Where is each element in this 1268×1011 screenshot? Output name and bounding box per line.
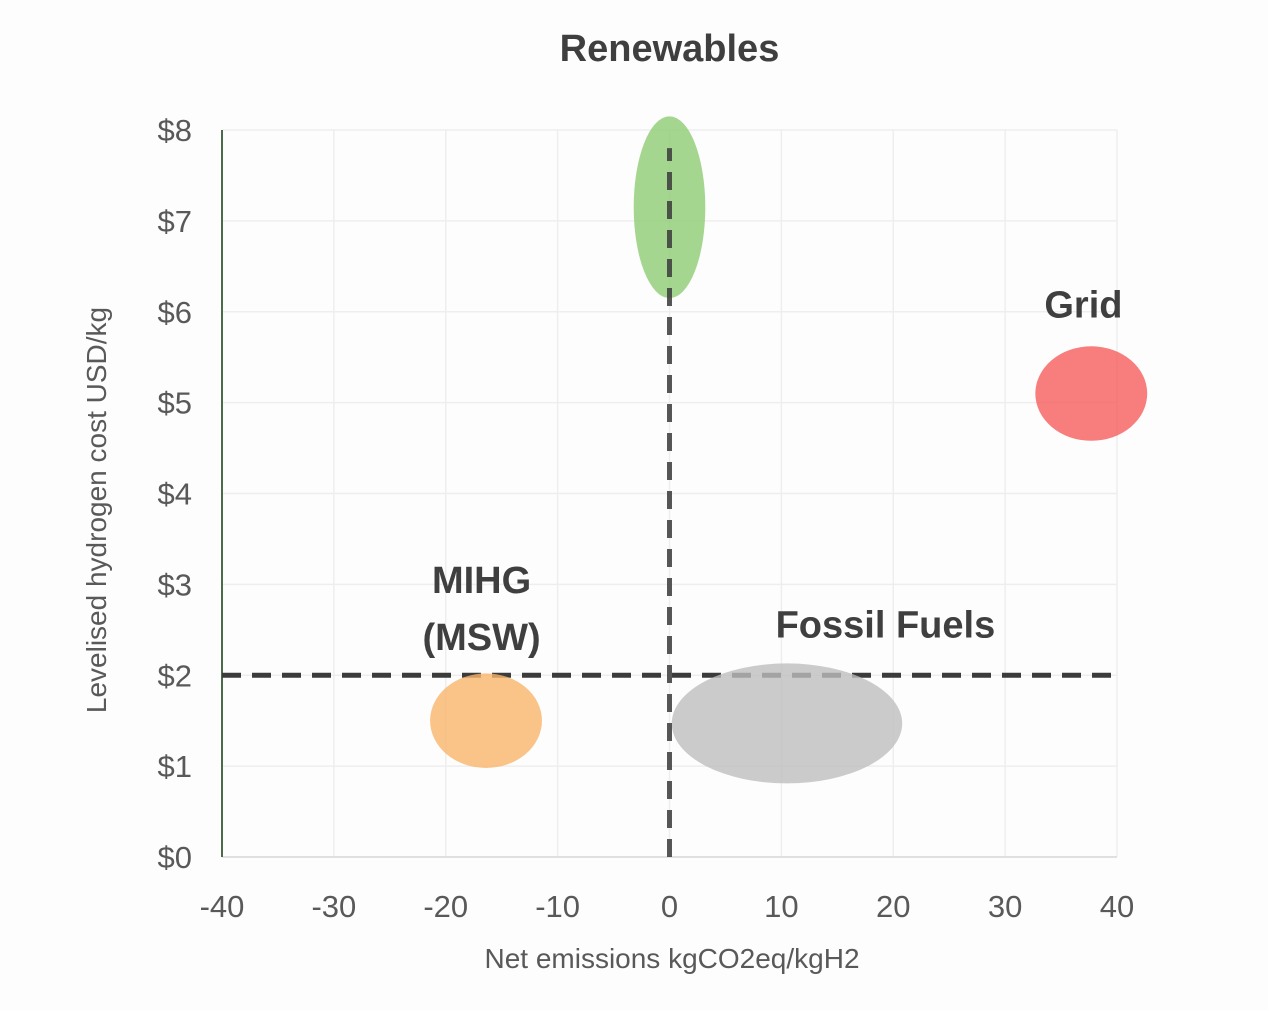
x-tick-label: 10	[764, 889, 798, 924]
x-tick-label: -10	[535, 889, 580, 924]
x-tick-label: -30	[311, 889, 356, 924]
y-tick-label: $1	[158, 749, 192, 784]
y-axis-title: Levelised hydrogen cost USD/kg	[81, 307, 112, 713]
x-axis-title: Net emissions kgCO2eq/kgH2	[484, 943, 859, 974]
x-tick-label: 20	[876, 889, 910, 924]
x-tick-label: 0	[661, 889, 678, 924]
y-tick-label: $8	[158, 113, 192, 148]
tick-labels: -40 -30 -20 -10 0 10 20 30 40 $0 $1 $2 $3 $4 $5 $6 $7 $8	[158, 113, 1135, 924]
y-tick-label: $2	[158, 658, 192, 693]
series-labels: Renewables Grid MIHG (MSW) Fossil Fuels	[422, 28, 1122, 659]
x-tick-label: 40	[1100, 889, 1134, 924]
y-tick-label: $3	[158, 567, 192, 602]
y-tick-label: $7	[158, 204, 192, 239]
label-renewables: Renewables	[560, 28, 780, 70]
data-bubbles	[430, 116, 1148, 784]
bubble-fossil-fuels	[671, 663, 903, 784]
y-tick-label: $6	[158, 295, 192, 330]
bubble-grid	[1035, 346, 1148, 441]
label-fossil-fuels: Fossil Fuels	[776, 604, 996, 646]
x-tick-label: -40	[200, 889, 245, 924]
label-mihg-msw-: (MSW)	[422, 617, 540, 659]
label-grid: Grid	[1044, 284, 1122, 326]
label-mihg-msw-: MIHG	[432, 560, 531, 602]
x-tick-label: 30	[988, 889, 1022, 924]
bubble-mihg-msw-	[430, 673, 542, 768]
y-tick-label: $4	[158, 477, 192, 512]
y-tick-label: $0	[158, 840, 192, 875]
y-tick-label: $5	[158, 386, 192, 421]
x-tick-label: -20	[423, 889, 468, 924]
